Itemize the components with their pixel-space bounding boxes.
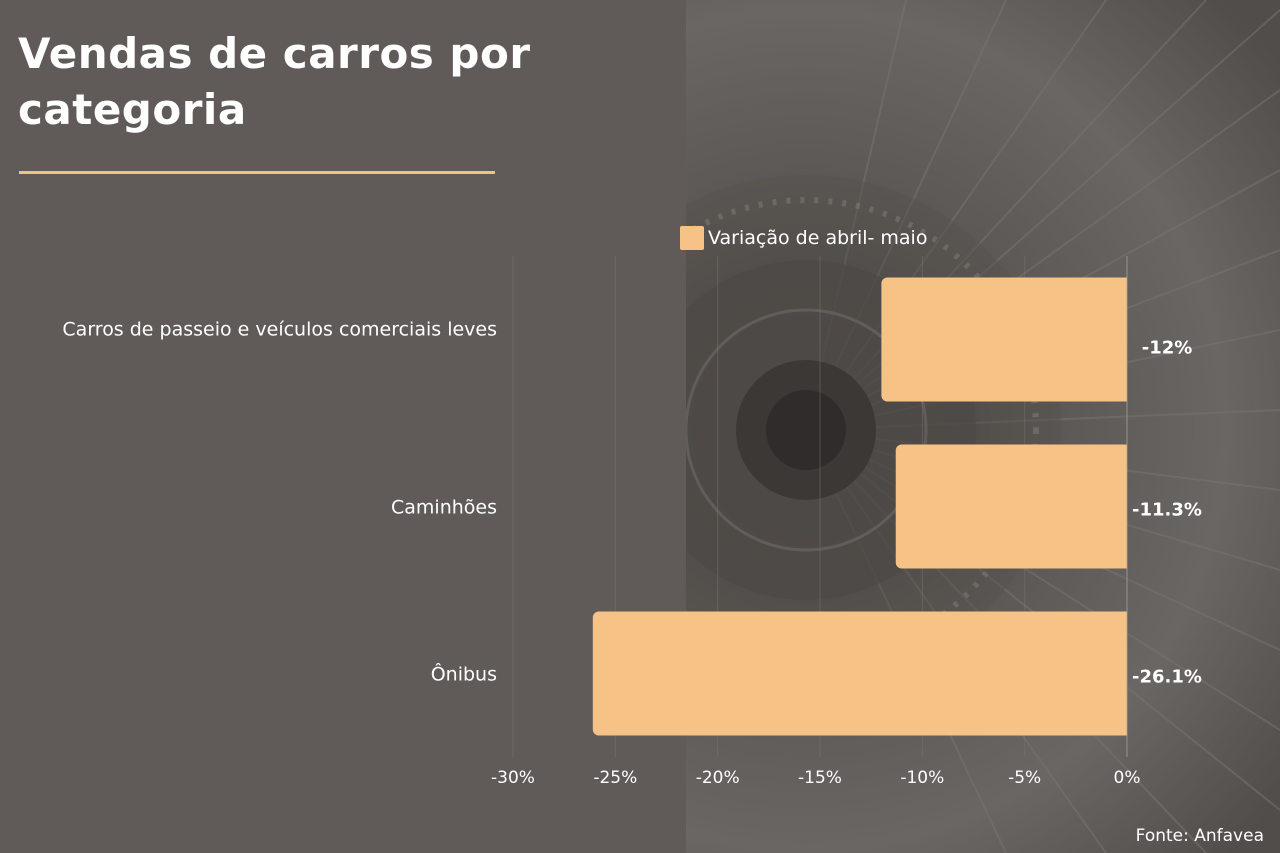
chart-legend: Variação de abril- maio (680, 226, 927, 250)
bar (592, 611, 1127, 736)
source-note: Fonte: Anfavea (1135, 826, 1264, 846)
value-label: -12% (1142, 338, 1193, 359)
page-title: Vendas de carros por categoria (18, 29, 531, 134)
legend-label: Variação de abril- maio (708, 227, 928, 249)
x-tick-label: -5% (1008, 768, 1041, 788)
bar-edge (1119, 611, 1127, 736)
x-tick-label: -30% (491, 768, 535, 788)
x-tick-label: -15% (798, 768, 842, 788)
category-label: Carros de passeio e veículos comerciais … (62, 319, 497, 341)
legend-swatch (680, 226, 704, 250)
title-divider (19, 171, 495, 174)
category-label: Caminhões (391, 497, 497, 519)
value-label: -26.1% (1132, 667, 1202, 688)
category-label: Ônibus (431, 662, 497, 686)
value-label: -11.3% (1132, 500, 1202, 521)
x-tick-label: -10% (900, 768, 944, 788)
bar-edge (1119, 444, 1127, 569)
bar (881, 277, 1127, 402)
x-tick-label: -20% (696, 768, 740, 788)
bar (895, 444, 1127, 569)
bar-edge (1119, 277, 1127, 402)
x-tick-label: -25% (593, 768, 637, 788)
x-tick-label: 0% (1114, 768, 1141, 788)
